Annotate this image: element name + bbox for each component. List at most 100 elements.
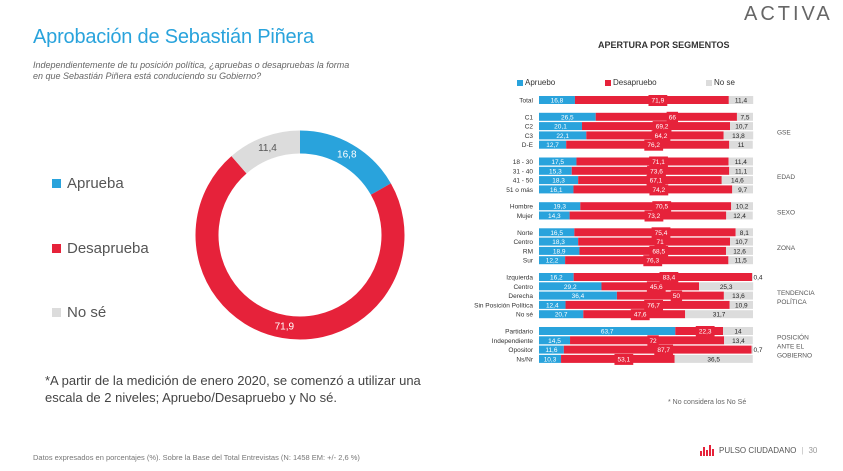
bar-segment-apruebo [539,211,570,220]
brand-logo: ACTIVA [744,3,833,25]
bar-value-label: 75,4 [655,230,668,237]
bar-segment-no-se [723,327,753,335]
bar-value-label: 12,4 [733,213,746,220]
bar-value-label: 36,4 [572,293,585,300]
segment-row-label: 41 - 50 [513,178,534,185]
bar-value-label: 50 [673,293,681,300]
bar-value-label: 10,7 [735,239,748,246]
segment-row-label: D-E [522,142,534,149]
bar-value-label: 31,7 [713,312,726,319]
bar-segment-desapruebo [570,336,725,345]
segment-group-label: SEXO [777,210,795,217]
bar-value-label: 76,2 [647,142,660,149]
bar-value-label: 76,7 [647,302,660,309]
bar-segment-apruebo [539,291,617,300]
bar-value-label: 13,4 [732,338,745,345]
segment-group-label: ZONA [777,245,796,252]
bar-segment-no-se [685,310,753,319]
bar-segment-apruebo [539,310,584,319]
bar-value-badge [646,175,666,187]
bar-value-label: 12,6 [733,248,746,255]
segment-row-label: Norte [517,230,533,237]
bar-value-badge [647,165,666,177]
bar-value-label: 70,5 [655,204,668,211]
bar-value-label: 13,6 [732,293,745,300]
bar-segment-no-se [728,256,753,265]
legend-label-desaprueba: Desaprueba [67,240,149,257]
methodology-footnote: *A partir de la medición de enero 2020, … [45,373,421,405]
bar-segment-apruebo [539,176,579,185]
bar-segment-apruebo [539,96,575,104]
bar-value-label: 64,2 [655,133,668,140]
bar-value-label: 20,7 [555,312,568,319]
footer-brand: PULSO CIUDADANO | 30 [700,445,817,456]
segment-row-label: Hombre [510,204,534,211]
bar-value-label: 0,4 [753,275,762,282]
bar-value-badge [614,353,634,365]
segment-row-label: Derecha [508,293,533,300]
source-note: Datos expresados en porcentajes (%). Sob… [33,453,360,462]
bar-value-label: 53,1 [618,356,631,363]
bar-segment-no-se [726,211,753,220]
bar-segment-apruebo [539,345,564,354]
bar-segment-no-se [699,282,754,291]
bar-value-label: 7,5 [740,114,749,121]
bar-value-label: 72 [649,338,657,345]
bar-value-label: 71,1 [652,159,665,166]
segment-row-label: C2 [525,124,534,131]
bar-segment-apruebo [539,336,571,345]
bar-value-label: 14,3 [548,213,561,220]
bar-value-label: 68,5 [652,248,665,255]
footer-brand-label: PULSO CIUDADANO [719,446,797,455]
bar-value-label: 11,5 [735,258,748,265]
bar-segment-apruebo [539,166,572,175]
bar-value-badge [654,344,674,356]
bar-value-label: 14 [734,329,742,336]
legend-swatch-apruebo [517,79,523,86]
donut-label-nose: 11,4 [258,143,277,154]
bar-value-label: 11,4 [735,159,748,166]
bar-value-badge [644,299,664,311]
bar-value-label: 14,5 [548,338,561,345]
bar-value-label: 74,2 [653,187,666,194]
bar-segment-desapruebo [595,112,737,121]
bar-value-label: 11 [738,142,745,149]
bar-segment-apruebo [539,112,596,121]
segment-row-label: C3 [525,133,534,140]
bar-segment-no-se [730,237,753,246]
donut-slice-aprueba [299,130,391,196]
bar-value-label: 10,9 [735,302,748,309]
bar-value-label: 9,7 [738,187,747,194]
bar-segment-desapruebo [578,237,731,246]
segment-row-label: Mujer [517,213,534,220]
segment-row-label: RM [523,248,533,255]
bar-value-label: 20,1 [554,124,567,131]
segment-group-label: ANTE EL [777,344,804,351]
segment-group-label: GOBIERNO [777,353,812,360]
bar-value-badge [652,201,672,213]
segment-row-label: Centro [513,239,533,246]
bar-value-label: 47,6 [634,312,647,319]
bar-value-label: 83,4 [663,275,676,282]
legend-item-apruebo: Apruebo [517,78,555,87]
bar-value-badge [649,156,668,168]
legend-item-nose: No sé [52,304,106,321]
segment-row-label: Sur [523,258,534,265]
bar-value-label: 17,5 [551,159,564,166]
bar-value-label: 18,9 [553,248,566,255]
bar-value-label: 12,7 [546,142,559,149]
segment-row-label: 51 o más [506,187,533,194]
bar-value-label: 16,5 [550,230,563,237]
bar-value-badge [695,326,715,337]
segment-row-label: 31 - 40 [513,168,534,175]
bar-segment-apruebo [539,256,566,265]
bar-segment-no-se [729,166,753,175]
bar-value-label: 45,6 [650,284,663,291]
bar-segment-no-se [736,112,753,121]
bar-segment-no-se [735,228,753,237]
segment-group-label: TENDENCIA [777,290,815,297]
bar-value-label: 71 [657,239,665,246]
bar-value-label: 63,7 [601,329,614,336]
segment-row-label: Centro [513,284,533,291]
pulso-logo-icon [700,445,714,456]
